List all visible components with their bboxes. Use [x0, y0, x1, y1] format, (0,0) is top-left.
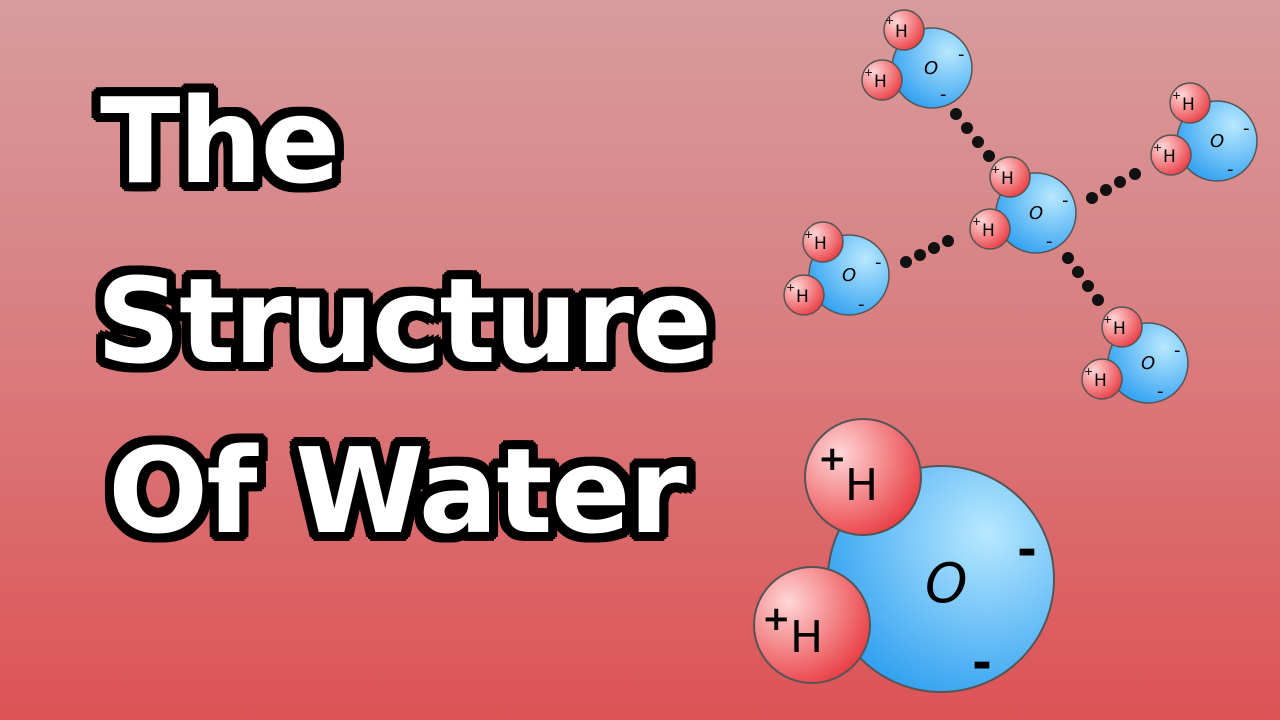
oxygen-label: O: [1210, 131, 1224, 152]
charge-plus: +: [1103, 313, 1112, 326]
charge-plus: +: [991, 163, 1000, 176]
hydrogen-atom: [1169, 82, 1211, 124]
water-molecule-large: O - - + H + H: [753, 418, 1055, 693]
hydrogen-label: H: [895, 22, 908, 42]
hydrogen-atom: [753, 566, 871, 684]
hydrogen-label: H: [845, 460, 878, 511]
charge-minus: -: [875, 252, 882, 273]
hydrogen-atom: [989, 156, 1031, 198]
water-molecule-right: O - - + H + H: [1150, 82, 1258, 182]
charge-minus: -: [1174, 340, 1181, 361]
hydrogen-bond-bottom: [1062, 252, 1104, 306]
charge-plus: +: [885, 14, 894, 27]
charge-plus: +: [1084, 365, 1093, 378]
charge-plus: +: [864, 66, 873, 79]
hydrogen-atom: [861, 59, 903, 101]
hydrogen-label: H: [814, 234, 827, 254]
charge-plus: +: [818, 439, 847, 479]
hydrogen-label: H: [1094, 371, 1107, 391]
hydrogen-label: H: [1001, 169, 1014, 189]
charge-plus: +: [1153, 141, 1162, 154]
charge-plus: +: [804, 228, 813, 241]
hydrogen-atom: [969, 208, 1011, 250]
hydrogen-label: H: [982, 221, 995, 241]
oxygen-label: O: [925, 552, 968, 615]
charge-plus: +: [1172, 89, 1181, 102]
hydrogen-atom: [1150, 134, 1192, 176]
charge-minus: -: [1227, 159, 1234, 180]
charge-minus: -: [1157, 381, 1164, 402]
title-line-3: Of Water: [108, 422, 687, 560]
charge-minus: -: [1062, 190, 1069, 211]
charge-minus: -: [1046, 231, 1053, 252]
charge-minus: -: [858, 294, 865, 315]
hydrogen-bond-right: [1086, 168, 1141, 204]
hydrogen-atom: [883, 9, 925, 51]
hydrogen-label: H: [1182, 95, 1195, 115]
hydrogen-label: H: [1113, 319, 1126, 339]
hydrogen-bonds: [900, 108, 1141, 306]
hydrogen-atom: [1101, 306, 1143, 348]
charge-minus: -: [940, 84, 947, 105]
charge-plus: +: [786, 281, 795, 294]
hydrogen-label: H: [796, 287, 809, 307]
oxygen-label: O: [924, 58, 938, 79]
hydrogen-atom: [783, 274, 825, 316]
title-line-2: Structure: [96, 252, 712, 390]
charge-minus: -: [972, 635, 992, 691]
oxygen-label: O: [1029, 203, 1043, 224]
hydrogen-bond-left: [900, 235, 954, 268]
hydrogen-atom: [1081, 358, 1123, 400]
hydrogen-label: H: [874, 72, 887, 92]
hydrogen-label: H: [1163, 147, 1176, 167]
water-molecule-top: O - - + H + H: [861, 9, 973, 109]
title-line-1: The: [100, 72, 341, 210]
charge-plus: +: [762, 599, 791, 639]
oxygen-label: O: [1141, 353, 1155, 374]
charge-minus: -: [1243, 118, 1250, 139]
charge-minus: -: [1017, 522, 1037, 578]
water-molecule-bottom: O - - + H + H: [1081, 306, 1189, 404]
hydrogen-atom: [802, 221, 844, 263]
oxygen-label: O: [842, 265, 856, 286]
water-molecule-center: O - - + H + H: [969, 156, 1077, 254]
water-molecule-left: O - - + H + H: [783, 221, 890, 316]
charge-plus: +: [972, 215, 981, 228]
charge-minus: -: [958, 44, 965, 65]
hydrogen-bond-top: [950, 108, 995, 162]
hydrogen-atom: [804, 418, 922, 536]
hydrogen-label: H: [790, 612, 823, 663]
